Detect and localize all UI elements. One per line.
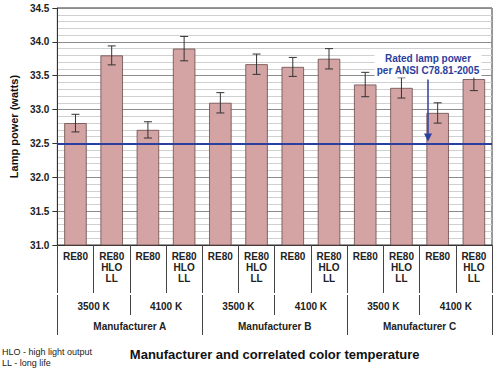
svg-text:LL: LL [323,273,335,284]
svg-text:Manufacturer C: Manufacturer C [383,321,456,332]
svg-text:3500 K: 3500 K [222,301,255,312]
svg-text:31.5: 31.5 [30,206,50,217]
svg-text:LL - long life: LL - long life [2,358,51,368]
svg-text:HLO: HLO [101,262,122,273]
svg-text:4100 K: 4100 K [150,301,183,312]
svg-text:Manufacturer and correlated co: Manufacturer and correlated color temper… [130,347,420,362]
svg-text:RE80: RE80 [208,251,233,262]
svg-text:3500 K: 3500 K [77,301,110,312]
svg-text:34.5: 34.5 [30,3,50,14]
svg-text:RE80: RE80 [461,251,486,262]
svg-text:HLO: HLO [174,262,195,273]
svg-text:HLO - high light output: HLO - high light output [2,347,93,357]
svg-text:34.0: 34.0 [30,36,50,47]
svg-text:RE80: RE80 [353,251,378,262]
svg-text:Rated lamp power: Rated lamp power [385,53,471,64]
svg-text:Manufacturer B: Manufacturer B [238,321,311,332]
svg-text:LL: LL [106,273,118,284]
svg-text:4100 K: 4100 K [440,301,473,312]
svg-text:RE80: RE80 [172,251,197,262]
svg-text:31.0: 31.0 [30,240,50,251]
svg-text:per ANSI C78.81-2005: per ANSI C78.81-2005 [377,65,480,76]
svg-text:Manufacturer A: Manufacturer A [93,321,166,332]
svg-text:RE80: RE80 [317,251,342,262]
svg-text:32.0: 32.0 [30,172,50,183]
svg-text:LL: LL [395,273,407,284]
svg-text:HLO: HLO [318,262,339,273]
svg-text:LL: LL [468,273,480,284]
svg-text:RE80: RE80 [389,251,414,262]
svg-text:RE80: RE80 [99,251,124,262]
svg-text:33.0: 33.0 [30,104,50,115]
svg-text:HLO: HLO [463,262,484,273]
svg-text:RE80: RE80 [63,251,88,262]
svg-text:3500 K: 3500 K [367,301,400,312]
svg-text:HLO: HLO [391,262,412,273]
svg-text:32.5: 32.5 [30,138,50,149]
svg-text:33.5: 33.5 [30,70,50,81]
svg-text:RE80: RE80 [135,251,160,262]
svg-text:LL: LL [250,273,262,284]
svg-text:LL: LL [178,273,190,284]
svg-text:Lamp power (watts): Lamp power (watts) [8,75,20,179]
svg-text:HLO: HLO [246,262,267,273]
svg-text:RE80: RE80 [280,251,305,262]
svg-text:RE80: RE80 [244,251,269,262]
svg-text:4100 K: 4100 K [295,301,328,312]
svg-text:RE80: RE80 [425,251,450,262]
